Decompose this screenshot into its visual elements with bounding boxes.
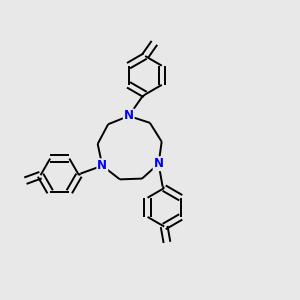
Text: N: N — [97, 159, 107, 172]
Text: N: N — [154, 157, 164, 170]
Text: N: N — [124, 110, 134, 122]
